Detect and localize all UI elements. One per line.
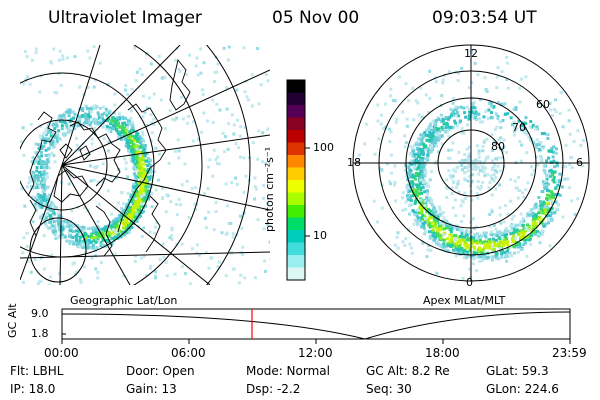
timeline-axis-label: GC Alt: [6, 303, 19, 338]
mode-info: Mode: Normal: [246, 364, 330, 378]
timeline-frame: [61, 308, 571, 340]
right-panel-caption: Apex MLat/MLT: [423, 294, 506, 307]
colorbar-unit-label: photon cm⁻²s⁻¹: [263, 146, 276, 232]
lat-label-60: 60: [536, 98, 550, 111]
lat-label-70: 70: [512, 121, 526, 134]
instrument-title: Ultraviolet Imager: [48, 8, 202, 28]
colorbar-frame: [286, 79, 306, 281]
timeline-ytick-9: 9.0: [31, 307, 49, 320]
glat-info: GLat: 59.3: [486, 364, 549, 378]
timeline-xtick-0000: 00:00: [44, 346, 79, 360]
mlt-label-6: 6: [576, 156, 583, 169]
filter-info: Flt: LBHL: [10, 364, 64, 378]
timeline-ticks: [61, 339, 571, 344]
ip-info: IP: 18.0: [10, 382, 56, 396]
timeline-xtick-1800: 18:00: [425, 346, 460, 360]
polar-map: [352, 44, 590, 282]
date-label: 05 Nov 00: [272, 8, 360, 28]
timeline-xtick-2359: 23:59: [552, 346, 587, 360]
door-info: Door: Open: [126, 364, 195, 378]
dsp-info: Dsp: -2.2: [246, 382, 301, 396]
mlt-label-0: 0: [466, 276, 473, 289]
gain-info: Gain: 13: [126, 382, 177, 396]
mlt-label-18: 18: [347, 156, 361, 169]
timeline-plot: [61, 308, 571, 344]
timeline-ytick-1-8: 1.8: [31, 327, 49, 340]
timeline-xtick-1200: 12:00: [298, 346, 333, 360]
gc-alt-info: GC Alt: 8.2 Re: [366, 364, 450, 378]
glon-info: GLon: 224.6: [486, 382, 559, 396]
left-panel-caption: Geographic Lat/Lon: [70, 294, 178, 307]
coastlines: [27, 58, 191, 257]
colorbar-tick-10: 10: [313, 229, 327, 242]
colorbar-tick-100: 100: [313, 141, 334, 154]
time-label: 09:03:54 UT: [432, 8, 537, 28]
timeline-xtick-0600: 06:00: [171, 346, 206, 360]
altitude-curve: [61, 311, 571, 340]
right-aurora-speckle: [356, 48, 585, 280]
geographic-map: [20, 45, 270, 285]
polar-grid: [352, 44, 590, 282]
colorbar-gradient: [287, 80, 305, 281]
mlt-label-12: 12: [464, 47, 478, 60]
lat-label-80: 80: [491, 140, 505, 153]
seq-info: Seq: 30: [366, 382, 412, 396]
colorbar: [286, 79, 310, 281]
